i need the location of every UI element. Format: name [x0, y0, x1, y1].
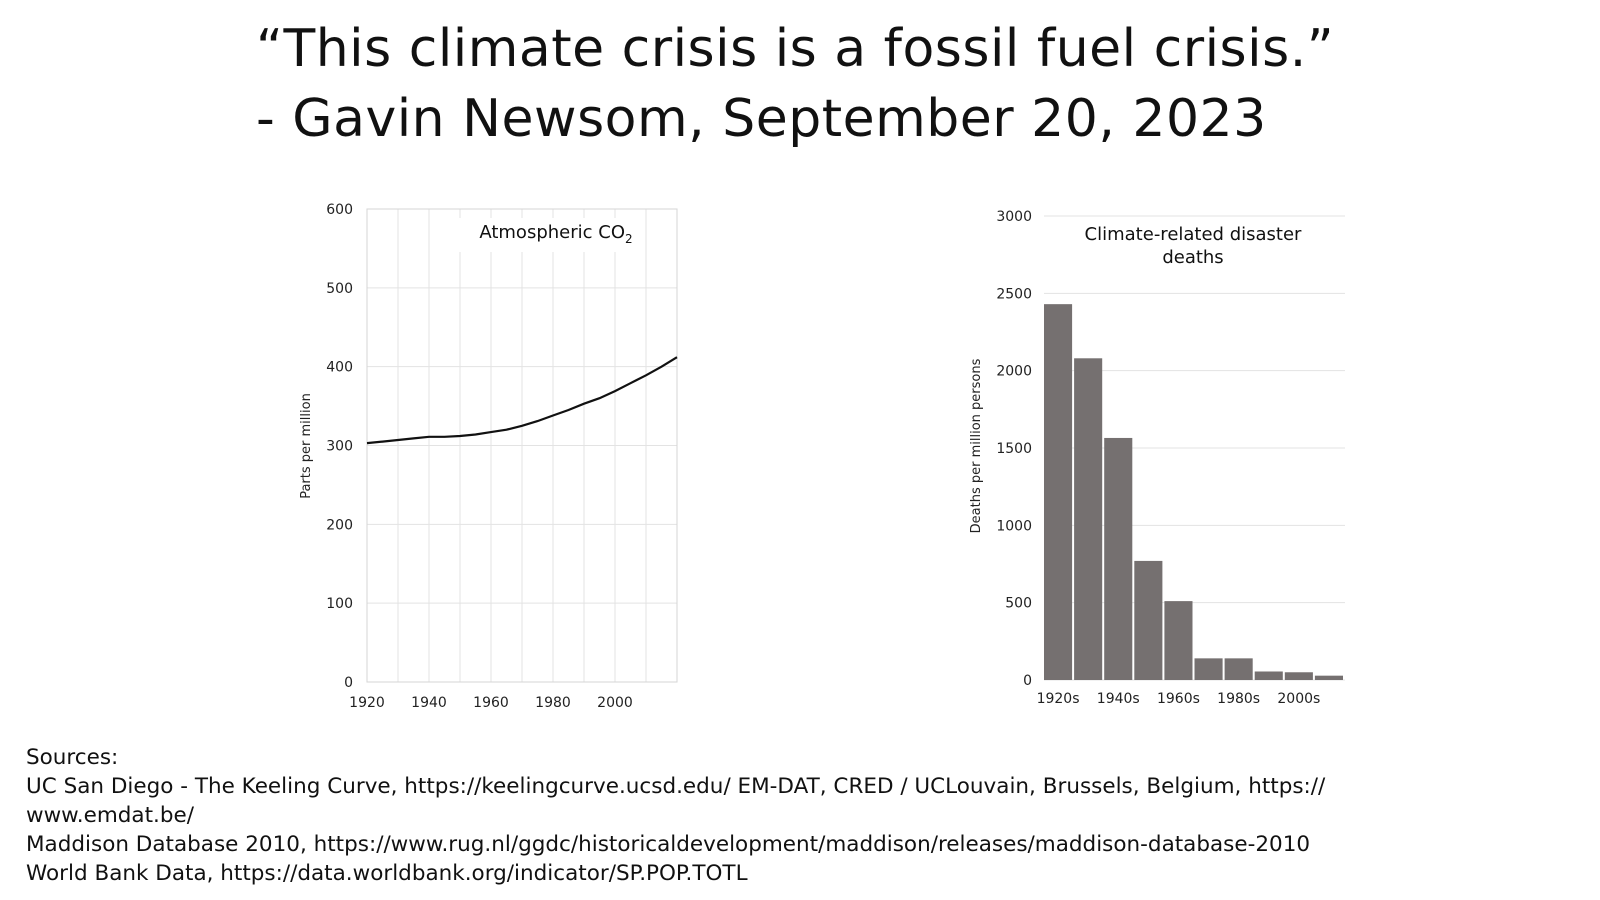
co2-y-tick-label: 400	[326, 360, 353, 376]
quote-text: “This climate crisis is a fossil fuel cr…	[256, 19, 1335, 79]
co2-x-tick-label: 2000	[597, 695, 633, 711]
co2-y-axis-label: Parts per million	[299, 393, 314, 499]
co2-y-tick-label: 100	[326, 596, 353, 612]
co2-title-background	[430, 218, 616, 252]
co2-series-line	[366, 356, 678, 445]
source-line-2: www.emdat.be/	[26, 803, 194, 828]
co2-plot-frame	[366, 208, 678, 683]
sources: Sources: UC San Diego - The Keeling Curv…	[26, 743, 1566, 888]
co2-y-tick-label: 600	[326, 202, 353, 218]
quote: “This climate crisis is a fossil fuel cr…	[256, 14, 1334, 154]
source-line-4: World Bank Data, https://data.worldbank.…	[26, 861, 748, 886]
source-line-3: Maddison Database 2010, https://www.rug.…	[26, 832, 1311, 857]
co2-x-tick-label: 1980	[535, 695, 571, 711]
quote-attribution: - Gavin Newsom, September 20, 2023	[256, 89, 1267, 149]
co2-x-tick-label: 1940	[411, 695, 447, 711]
co2-y-tick-label: 500	[326, 281, 353, 297]
co2-x-tick-label: 1960	[473, 695, 509, 711]
sources-heading: Sources:	[26, 745, 119, 770]
co2-y-tick-label: 0	[344, 675, 353, 691]
co2-chart-title: Atmospheric CO2	[479, 222, 632, 246]
source-line-1: UC San Diego - The Keeling Curve, https:…	[26, 774, 1326, 799]
co2-y-tick-label: 300	[326, 439, 353, 455]
co2-x-tick-label: 1920	[349, 695, 385, 711]
co2-y-tick-label: 200	[326, 517, 353, 533]
